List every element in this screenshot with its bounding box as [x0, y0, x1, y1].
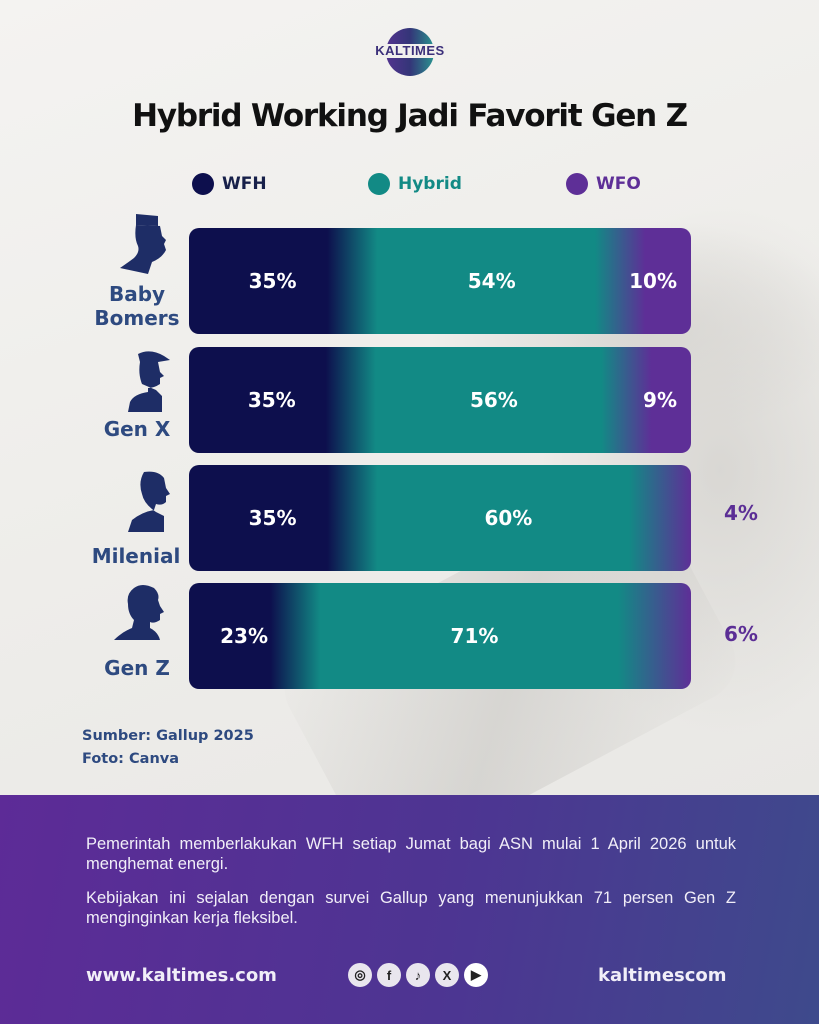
legend-label: WFO — [596, 174, 641, 194]
legend-dot-icon — [192, 173, 214, 195]
legend-label: Hybrid — [398, 174, 462, 194]
young-man-silhouette-icon — [128, 471, 170, 532]
data-label-wfh: 35% — [248, 506, 297, 530]
logo-text: KALTIMES — [372, 44, 448, 58]
data-label-wfo: 4% — [724, 501, 758, 525]
data-label-wfo: 9% — [643, 388, 677, 412]
man-flat-cap-silhouette-icon — [128, 351, 170, 412]
footer-paragraph: Pemerintah memberlakukan WFH setiap Juma… — [86, 835, 736, 873]
data-label-hybrid: 56% — [469, 388, 518, 412]
legend-dot-icon — [368, 173, 390, 195]
bar-gen-x: 35% 56% 9% — [189, 347, 691, 453]
x-icon[interactable]: X — [435, 963, 459, 987]
bar-baby-bomers: 35% 54% 10% — [189, 228, 691, 334]
instagram-icon[interactable]: ◎ — [348, 963, 372, 987]
row-label-gen-x: Gen X — [103, 417, 171, 441]
website-link[interactable]: www.kaltimes.com — [86, 965, 277, 986]
teen-silhouette-icon — [114, 585, 164, 640]
data-label-hybrid: 60% — [484, 506, 533, 530]
tiktok-icon[interactable]: ♪ — [406, 963, 430, 987]
legend-item-wfo: WFO — [566, 173, 641, 195]
data-label-wfo: 6% — [724, 622, 758, 646]
facebook-icon[interactable]: f — [377, 963, 401, 987]
youtube-icon[interactable]: ▶ — [464, 963, 488, 987]
data-label-hybrid: 71% — [450, 624, 499, 648]
data-label-wfh: 23% — [220, 624, 268, 648]
data-label-wfo: 10% — [629, 269, 677, 293]
row-label-milenial: Milenial — [91, 544, 181, 568]
legend-item-wfh: WFH — [192, 173, 267, 195]
row-label-line: Bomers — [94, 306, 180, 330]
social-icons: ◎ f ♪ X ▶ — [348, 963, 488, 987]
legend-dot-icon — [566, 173, 588, 195]
row-label-baby-bomers: Baby Bomers — [82, 282, 192, 330]
footer-panel — [0, 795, 819, 1024]
bar-milenial: 35% 60% — [189, 465, 691, 571]
bar-gen-z: 23% 71% — [189, 583, 691, 689]
legend-label: WFH — [222, 174, 267, 194]
data-label-wfh: 35% — [247, 388, 296, 412]
data-label-wfh: 35% — [248, 269, 297, 293]
social-handle[interactable]: kaltimescom — [598, 965, 727, 986]
row-label-line: Baby — [108, 282, 166, 306]
row-label-gen-z: Gen Z — [104, 656, 170, 680]
legend-item-hybrid: Hybrid — [368, 173, 462, 195]
chart-title: Hybrid Working Jadi Favorit Gen Z — [132, 98, 688, 134]
elderly-man-kopiah-silhouette-icon — [120, 214, 166, 274]
kaltimes-logo: KALTIMES — [372, 28, 448, 76]
photo-credit: Foto: Canva — [82, 751, 180, 767]
source-text: Sumber: Gallup 2025 — [82, 728, 254, 744]
data-label-hybrid: 54% — [467, 269, 516, 293]
footer-paragraph: Kebijakan ini sejalan dengan survei Gall… — [86, 889, 736, 927]
